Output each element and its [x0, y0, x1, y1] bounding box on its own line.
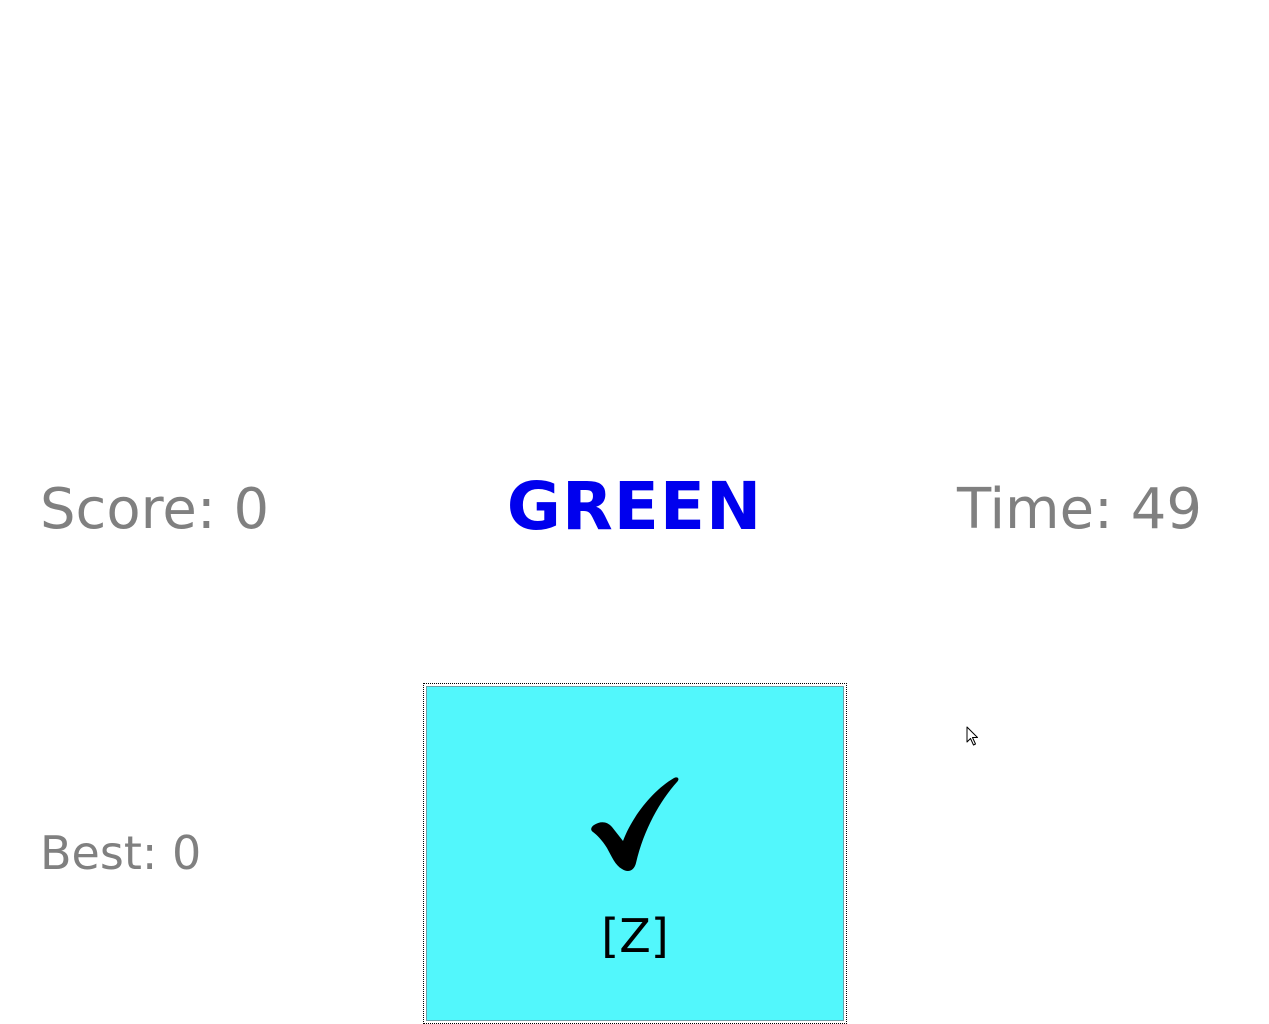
mouse-cursor-icon [966, 726, 978, 746]
checkmark-icon [591, 777, 679, 871]
match-answer-button-face[interactable]: [Z] [426, 686, 844, 1021]
key-hint-label: [Z] [601, 909, 669, 963]
best-score-display: Best: 0 [40, 826, 202, 880]
time-display: Time: 49 [957, 477, 1202, 542]
score-display: Score: 0 [40, 477, 270, 542]
color-word: GREEN [506, 468, 763, 545]
match-answer-button[interactable]: [Z] [423, 683, 847, 1024]
